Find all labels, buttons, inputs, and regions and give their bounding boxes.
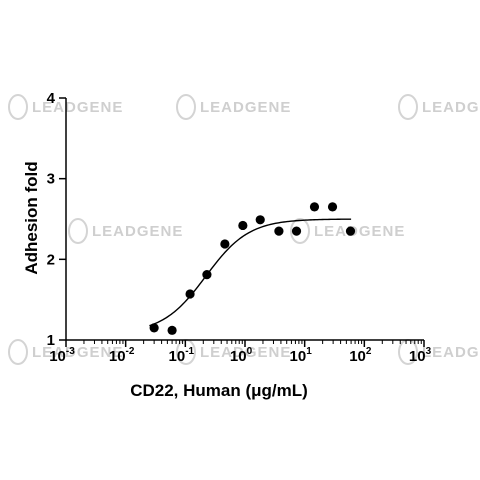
watermark-logo: LEADGENE <box>398 94 480 120</box>
data-point <box>274 226 284 236</box>
watermark-logo: LEADGENE <box>176 94 291 120</box>
y-tick-label: 4 <box>47 90 56 107</box>
x-tick-base: 10 <box>349 348 366 365</box>
data-points <box>149 202 356 335</box>
x-tick-exponent: 1 <box>306 346 312 357</box>
data-point <box>309 202 320 212</box>
x-tick-base: 10 <box>49 348 66 365</box>
watermark-brand: LEADGENE <box>422 344 480 361</box>
watermark-logo: LEADGENE <box>290 218 405 244</box>
data-point <box>327 202 338 212</box>
x-axis-ticks: 10-3 10-2 10-1 100 101 102 103 <box>49 340 432 365</box>
watermark-leaf-icon <box>8 339 28 365</box>
watermark-brand: LEADGENE <box>200 344 291 361</box>
fitted-curve <box>149 218 352 327</box>
watermark-brand: LEADGENE <box>422 99 480 116</box>
x-tick-label: 10-1 <box>169 346 195 365</box>
x-tick-base: 10 <box>109 348 126 365</box>
data-point <box>345 226 356 236</box>
watermark-logo: LEADGENE <box>8 94 123 120</box>
watermark-leaf-icon <box>290 218 310 244</box>
watermark-leaf-icon <box>68 218 88 244</box>
data-point <box>255 215 265 225</box>
data-point <box>220 239 230 249</box>
data-point <box>291 226 302 236</box>
data-point <box>185 289 195 299</box>
data-point <box>238 220 248 231</box>
data-point <box>149 323 159 333</box>
x-tick-exponent: 2 <box>366 346 372 357</box>
x-tick-base: 10 <box>290 348 307 365</box>
x-tick-exponent: 3 <box>426 346 432 357</box>
x-axis-title: CD22, Human (μg/mL) <box>130 381 308 400</box>
watermark-leaf-icon <box>398 94 418 120</box>
x-tick-base: 10 <box>409 348 426 365</box>
y-tick-label: 2 <box>47 251 55 268</box>
x-tick-exponent: -3 <box>66 346 75 357</box>
watermark-logo: LEADGENE <box>8 339 123 365</box>
watermark-logo: LEADGENE <box>68 218 183 244</box>
x-tick-base: 10 <box>230 348 247 365</box>
x-tick-base: 10 <box>169 348 186 365</box>
x-tick-label: 102 <box>349 346 372 365</box>
x-tick-exponent: -1 <box>185 346 194 357</box>
x-tick-label: 100 <box>230 346 253 365</box>
watermark-leaf-icon <box>176 94 196 120</box>
x-tick-label: 103 <box>409 346 432 365</box>
watermark-brand: LEADGENE <box>200 99 291 116</box>
watermark-layer: LEADGENE LEADGENE LEADGENE LEADGENE LEADGENE… <box>8 94 480 365</box>
data-point <box>167 325 177 335</box>
watermark-brand: LEADGENE <box>32 99 123 116</box>
data-point <box>202 270 212 280</box>
y-tick-label: 3 <box>47 171 55 188</box>
y-axis-ticks: 1 2 3 4 <box>47 90 66 349</box>
y-axis-title: Adhesion fold <box>22 161 41 274</box>
watermark-leaf-icon <box>8 94 28 120</box>
watermark-brand: LEADGENE <box>32 344 123 361</box>
x-tick-exponent: -2 <box>126 346 135 357</box>
watermark-brand: LEADGENE <box>92 223 183 240</box>
watermark-brand: LEADGENE <box>314 223 405 240</box>
y-tick-label: 1 <box>47 332 55 349</box>
x-tick-label: 10-2 <box>109 346 135 365</box>
x-tick-label: 10-3 <box>49 346 75 365</box>
x-tick-exponent: 0 <box>247 346 253 357</box>
axes <box>65 98 424 341</box>
x-tick-label: 101 <box>290 346 313 365</box>
